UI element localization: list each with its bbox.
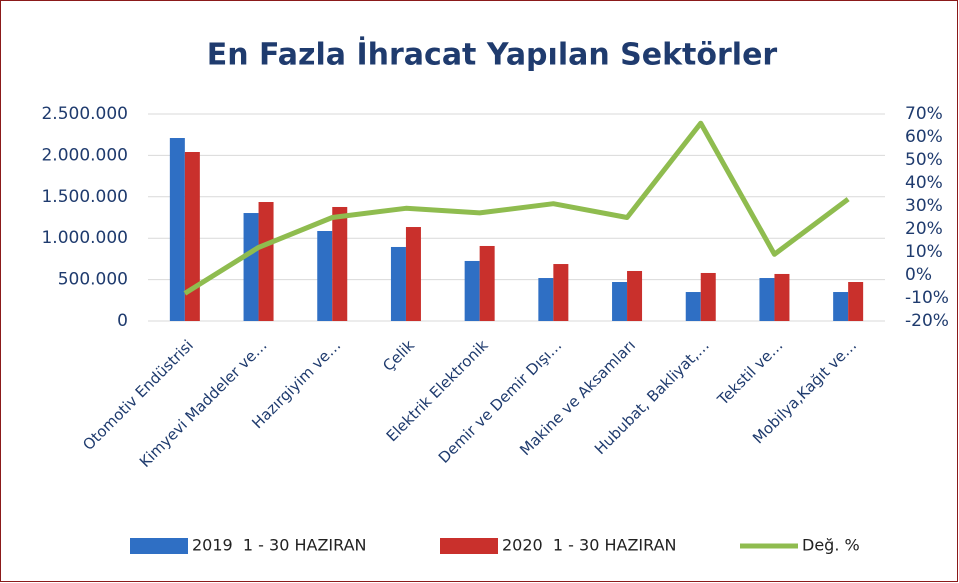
bar xyxy=(464,260,480,321)
bar xyxy=(405,227,421,321)
bar xyxy=(612,282,628,321)
bar xyxy=(538,278,554,321)
bar xyxy=(317,230,333,321)
bar xyxy=(479,245,495,321)
bar xyxy=(774,273,790,321)
legend-label: 2019 1 - 30 HAZIRAN xyxy=(192,536,367,555)
y2-tick-label: 60% xyxy=(905,127,943,147)
legend-label: 2020 1 - 30 HAZIRAN xyxy=(502,536,677,555)
legend-label: Değ. % xyxy=(802,536,860,555)
y-tick-label: 2.500.000 xyxy=(41,104,128,124)
bar xyxy=(685,292,701,321)
bar xyxy=(258,202,274,321)
y-tick-label: 2.000.000 xyxy=(41,145,128,165)
chart-title: En Fazla İhracat Yapılan Sektörler xyxy=(207,37,778,73)
y2-tick-label: 40% xyxy=(905,173,943,193)
bar xyxy=(169,138,185,321)
bar xyxy=(184,152,200,321)
line xyxy=(183,120,850,296)
bar xyxy=(759,278,775,321)
bar xyxy=(332,206,348,321)
y-tick-label: 500.000 xyxy=(58,270,128,290)
y2-tick-label: -20% xyxy=(905,311,949,331)
y2-tick-label: 10% xyxy=(905,242,943,262)
y2-tick-label: 0% xyxy=(905,265,932,285)
y-tick-label: 0 xyxy=(117,311,128,331)
bar xyxy=(390,246,406,321)
y2-tick-label: -10% xyxy=(905,288,949,308)
y2-tick-label: 30% xyxy=(905,196,943,216)
bar xyxy=(700,272,716,321)
y2-tick-label: 50% xyxy=(905,150,943,170)
y-tick-label: 1.500.000 xyxy=(41,187,128,207)
legend-swatch xyxy=(440,538,498,554)
legend-swatch xyxy=(130,538,188,554)
bar xyxy=(833,292,849,321)
bar xyxy=(243,213,259,321)
y-tick-label: 1.000.000 xyxy=(41,228,128,248)
bar xyxy=(848,282,864,321)
y2-tick-label: 70% xyxy=(905,104,943,124)
bar xyxy=(553,264,569,321)
bar xyxy=(627,270,643,321)
y2-tick-label: 20% xyxy=(905,219,943,239)
